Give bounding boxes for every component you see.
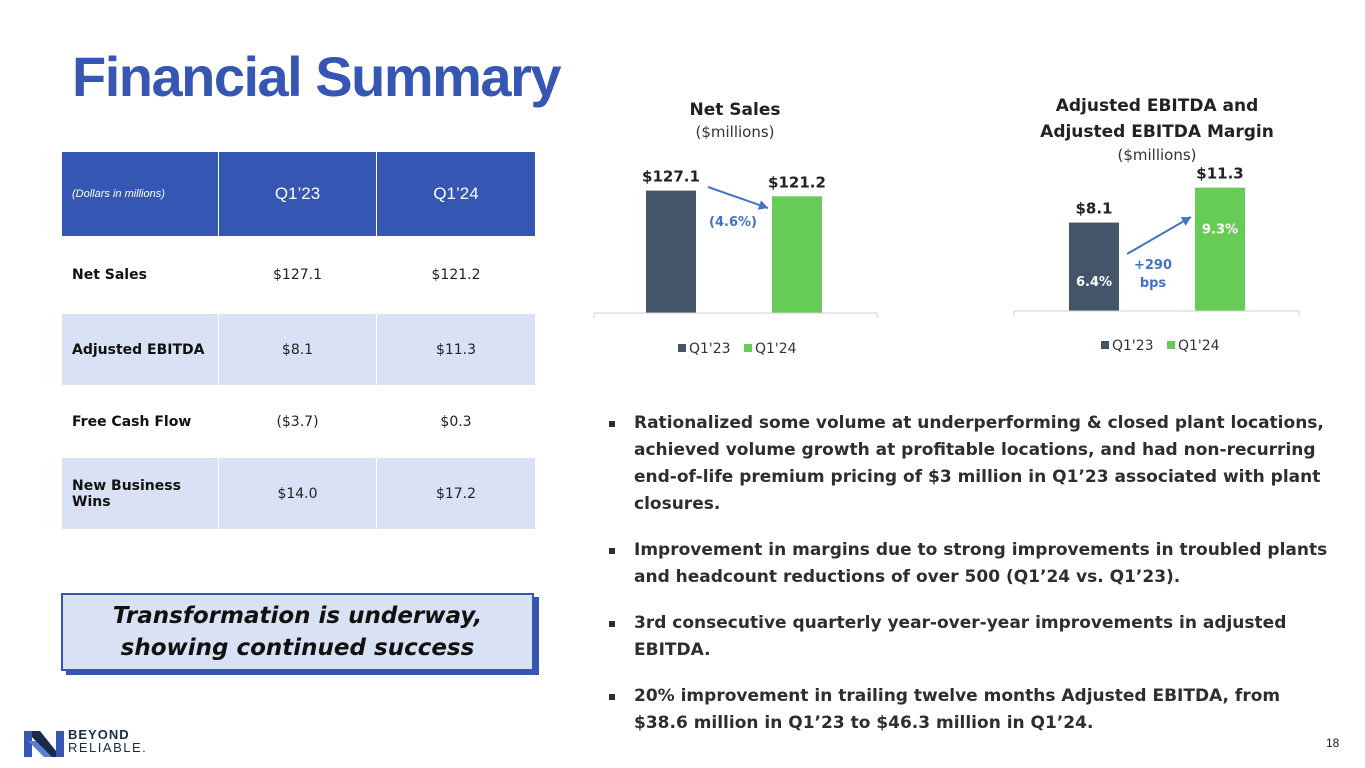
- chart-subtitle: ($millions): [695, 123, 774, 141]
- bullet-list: Rationalized some volume at underperform…: [606, 410, 1336, 756]
- margin-label: 6.4%: [1076, 275, 1112, 290]
- data-label: $8.1: [1075, 200, 1112, 218]
- bar-q124: [772, 196, 822, 313]
- cell-q1-24: $17.2: [376, 457, 536, 530]
- cell-q1-23: $8.1: [218, 313, 377, 386]
- trend-arrow-line: [707, 186, 769, 209]
- legend-label: Q1'23: [1112, 338, 1154, 354]
- chart-title-line-1: Adjusted EBITDA and: [1056, 96, 1259, 116]
- bullet-text: 3rd consecutive quarterly year-over-year…: [634, 613, 1287, 660]
- table-row: New Business Wins $14.0 $17.2: [61, 457, 536, 530]
- row-label: Adjusted EBITDA: [61, 313, 219, 386]
- cell-q1-23: $14.0: [218, 457, 377, 530]
- callout-line-2: showing continued success: [120, 635, 475, 661]
- table-row: Free Cash Flow ($3.7) $0.3: [61, 385, 536, 458]
- company-logo-icon: [24, 731, 64, 757]
- data-label: $11.3: [1196, 165, 1243, 183]
- callout-box: Transformation is underway, showing cont…: [61, 593, 534, 671]
- logo-line-2: RELIABLE.: [68, 740, 148, 755]
- legend-swatch: [1167, 341, 1175, 349]
- bullet-marker: [609, 548, 615, 554]
- bullet-text: Rationalized some volume at underperform…: [634, 413, 1324, 514]
- callout-line-1: Transformation is underway,: [112, 603, 483, 629]
- bar-q123: [646, 190, 696, 313]
- bullet-item: 20% improvement in trailing twelve month…: [606, 683, 1336, 737]
- data-label: $121.2: [768, 173, 826, 191]
- row-label: Free Cash Flow: [61, 385, 219, 458]
- bullet-text: 20% improvement in trailing twelve month…: [634, 686, 1281, 733]
- margin-label: 9.3%: [1202, 223, 1238, 238]
- column-header: Q1’23: [218, 151, 377, 237]
- legend-label: Q1'24: [1178, 338, 1220, 354]
- cell-q1-24: $121.2: [376, 236, 536, 314]
- cell-q1-23: $127.1: [218, 236, 377, 314]
- legend-label: Q1'24: [755, 341, 797, 357]
- bullet-marker: [609, 694, 615, 700]
- bar-q124: [1195, 187, 1245, 311]
- cell-q1-24: $0.3: [376, 385, 536, 458]
- page-number: 18: [1326, 736, 1340, 750]
- table-header-row: (Dollars in millions) Q1’23 Q1’24: [61, 151, 536, 237]
- bullet-text: Improvement in margins due to strong imp…: [634, 540, 1328, 587]
- bullet-marker: [609, 621, 615, 627]
- bullet-item: 3rd consecutive quarterly year-over-year…: [606, 610, 1336, 664]
- chart-subtitle: ($millions): [1117, 146, 1196, 164]
- trend-arrow-head: [1180, 217, 1191, 226]
- bullet-item: Rationalized some volume at underperform…: [606, 410, 1336, 518]
- logo-wordmark: BEYOND RELIABLE.: [68, 728, 147, 754]
- logo-line-1: BEYOND: [68, 727, 130, 742]
- bar-q123: [1069, 222, 1119, 311]
- legend-swatch: [744, 344, 752, 352]
- legend-swatch: [678, 344, 686, 352]
- table-row: Adjusted EBITDA $8.1 $11.3: [61, 313, 536, 386]
- change-annotation: +290: [1134, 258, 1172, 273]
- trend-arrow-line: [1126, 216, 1192, 255]
- page-title: Financial Summary: [72, 45, 562, 108]
- bullet-item: Improvement in margins due to strong imp…: [606, 537, 1336, 591]
- change-annotation: bps: [1140, 276, 1167, 291]
- financial-table: (Dollars in millions) Q1’23 Q1’24 Net Sa…: [61, 151, 536, 530]
- row-label: New Business Wins: [61, 457, 219, 530]
- trend-arrow-head: [757, 200, 768, 210]
- cell-q1-23: ($3.7): [218, 385, 377, 458]
- chart-title: Net Sales: [690, 100, 781, 120]
- change-annotation: (4.6%): [709, 215, 757, 230]
- unit-label: (Dollars in millions): [61, 151, 219, 237]
- chart-title-line-2: Adjusted EBITDA Margin: [1040, 122, 1274, 142]
- cell-q1-24: $11.3: [376, 313, 536, 386]
- row-label: Net Sales: [61, 236, 219, 314]
- column-header: Q1’24: [376, 151, 536, 237]
- legend-label: Q1'23: [689, 341, 731, 357]
- legend-swatch: [1101, 341, 1109, 349]
- bullet-marker: [609, 421, 615, 427]
- data-label: $127.1: [642, 168, 700, 186]
- adjusted-ebitda-chart: Adjusted EBITDA and Adjusted EBITDA Marg…: [1013, 96, 1300, 354]
- net-sales-chart: Net Sales ($millions) $127.1 $121.2 Q1'23 Q…: [593, 100, 878, 357]
- table-row: Net Sales $127.1 $121.2: [61, 236, 536, 314]
